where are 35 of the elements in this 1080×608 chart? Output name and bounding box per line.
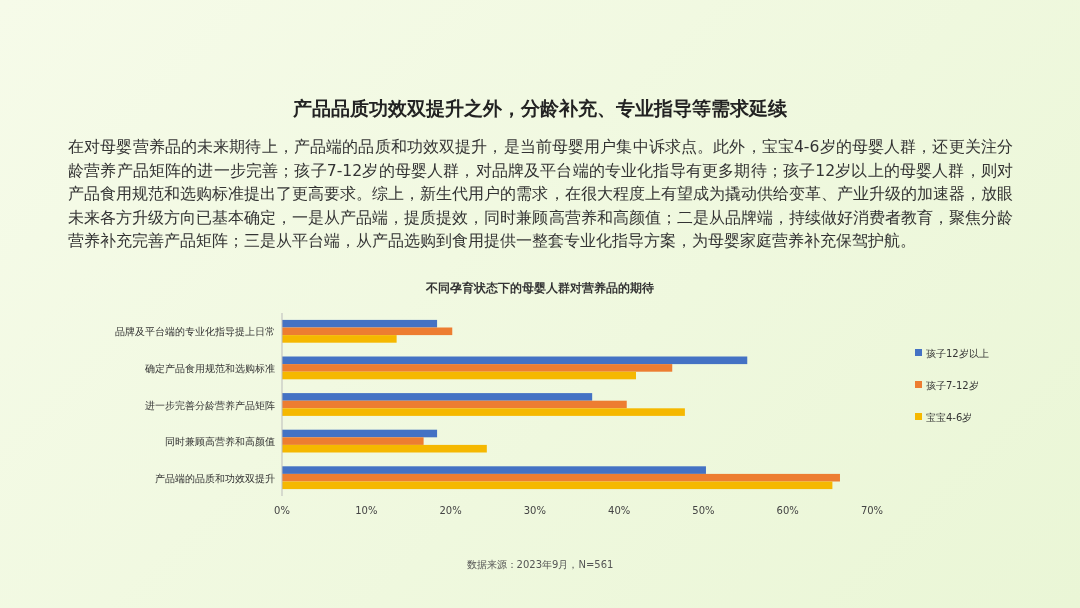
bar xyxy=(282,400,627,409)
source-note: 数据来源：2023年9月，N=561 xyxy=(465,558,615,572)
y-tick-label: 进一步完善分龄营养产品矩阵 xyxy=(145,399,275,411)
x-tick-label: 40% xyxy=(608,505,631,516)
x-tick-label: 30% xyxy=(523,505,546,516)
y-tick-label: 品牌及平台端的专业化指导提上日常 xyxy=(115,326,275,338)
x-tick-label: 10% xyxy=(355,505,378,516)
chart-title: 不同孕育状态下的母婴人群对营养品的期待 xyxy=(425,281,654,295)
x-tick-label: 20% xyxy=(439,505,462,516)
bar xyxy=(282,481,833,490)
bar xyxy=(282,466,706,474)
bar xyxy=(282,473,840,482)
y-tick-label: 确定产品食用规范和选购标准 xyxy=(144,362,275,374)
bar xyxy=(282,327,453,336)
bar xyxy=(282,364,673,372)
bar xyxy=(282,371,636,380)
bar xyxy=(282,408,685,416)
legend-label: 宝宝4-6岁 xyxy=(926,411,973,423)
legend-label: 孩子12岁以上 xyxy=(926,347,989,359)
text: 产品品质功效双提升之外，分龄补充、专业指导等需求延续 xyxy=(292,96,788,121)
x-tick-label: 50% xyxy=(692,505,715,516)
x-tick-label: 0% xyxy=(274,505,290,516)
bar xyxy=(282,335,397,343)
bar xyxy=(282,356,748,365)
text: 在对母婴营养品的未来期待上，产品端的品质和功效双提升，是当前母婴用户集中诉求点。此外，宝宝4-6岁的母婴人群，还更关注分龄营养产品矩阵的进一步完善；孩子7-12岁的母婴人群，对品牌及平台端的专业化指导有更多期待；孩子12岁以上的母婴人群，则对产品食用规范和选购标准提出了更高要求。综上，新生代用户的需求，在很大程度上有望成为撬动供给变革、产业升级的加速器，放眼未来各方升级方向已基本确定，一是从产品端，提质提效，同时兼顾高营养和高颜值；二是从品牌端，持续做好消费者教育，聚焦分龄营养补充完善产品矩阵；三是从平台端，从产品选购到食用提供一整套专业化指导方案，为母婴家庭营养补充保驾护航。 xyxy=(68,137,1013,252)
y-tick-label: 产品端的品质和功效双提升 xyxy=(155,472,275,484)
x-tick-label: 70% xyxy=(860,505,884,516)
bar xyxy=(282,393,593,401)
bar xyxy=(282,429,438,438)
bar xyxy=(282,437,424,445)
bar xyxy=(282,319,438,328)
x-tick-label: 60% xyxy=(776,505,799,516)
y-tick-label: 同时兼顾高营养和高颜值 xyxy=(165,436,275,448)
legend-label: 孩子7-12岁 xyxy=(926,379,979,391)
bar xyxy=(282,444,487,453)
